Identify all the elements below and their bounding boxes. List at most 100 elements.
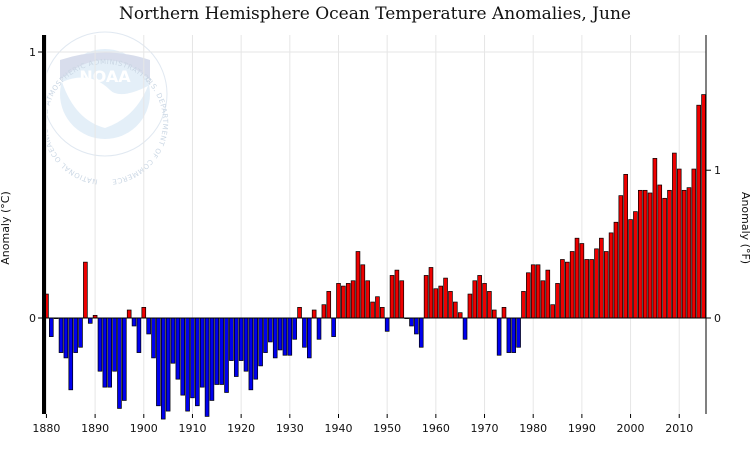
bar-1897 (126, 309, 132, 319)
bar-1909 (185, 317, 190, 412)
bar-1917 (224, 317, 229, 393)
bar-1951 (389, 275, 395, 319)
bar-1981 (535, 264, 541, 319)
bar-1970 (482, 283, 487, 319)
noaa-logo: NOAA NATIONAL OCEANIC AND ATMOSPHERIC AD… (41, 31, 169, 186)
bar-1931 (292, 317, 297, 340)
bar-1911 (195, 317, 200, 407)
x-tick-label-2000: 2000 (617, 422, 645, 435)
bar-1921 (243, 317, 249, 372)
bar-1916 (219, 317, 224, 385)
bar-1962 (443, 277, 448, 319)
bar-1984 (550, 304, 555, 319)
bar-1975 (506, 317, 512, 353)
bar-1885 (68, 317, 74, 391)
bar-1902 (151, 317, 156, 359)
bar-1933 (302, 317, 307, 348)
x-tick-label-1980: 1980 (519, 422, 547, 435)
bar-1978 (521, 291, 526, 319)
bar-1971 (487, 291, 492, 319)
y-tick-label-left-1: 1 (29, 46, 36, 59)
x-tick-label-1950: 1950 (373, 422, 401, 435)
bar-1963 (448, 291, 453, 319)
bar-1986 (560, 259, 565, 319)
x-tick-label-1960: 1960 (422, 422, 450, 435)
bar-1908 (180, 317, 186, 396)
y-tick-label-right-1: 1 (714, 164, 721, 177)
bar-1913 (204, 317, 210, 417)
bar-1985 (555, 283, 560, 319)
x-tick-label-1880: 1880 (32, 422, 60, 435)
bar-1943 (350, 280, 356, 319)
bar-1892 (102, 317, 108, 388)
bar-2008 (667, 189, 672, 319)
bar-1982 (540, 280, 546, 319)
bar-1925 (263, 317, 268, 353)
bar-2003 (642, 189, 648, 319)
bar-1900 (141, 307, 147, 319)
y-axis-title-left: Anomaly (°C) (0, 191, 12, 265)
bar-1929 (282, 317, 288, 356)
bar-1893 (107, 317, 112, 388)
bar-1936 (316, 317, 322, 340)
bar-2007 (662, 197, 667, 319)
bar-1967 (467, 293, 473, 319)
bar-1955 (409, 317, 414, 327)
bar-2010 (676, 168, 682, 319)
bar-1988 (569, 251, 575, 319)
bar-1947 (370, 301, 375, 319)
y-tick-label-left-0: 0 (29, 312, 36, 325)
bar-1965 (457, 312, 463, 319)
bar-1957 (418, 317, 424, 348)
bar-2005 (652, 158, 658, 319)
bar-2015 (701, 94, 706, 319)
bar-1993 (594, 248, 599, 319)
bar-1935 (311, 309, 317, 319)
x-tick-label-1890: 1890 (81, 422, 109, 435)
y-tick-label-right-0: 0 (714, 312, 721, 325)
bar-1948 (375, 296, 380, 319)
bar-1987 (564, 261, 570, 319)
bar-1903 (156, 317, 161, 407)
bar-1964 (453, 301, 458, 319)
bar-1990 (579, 243, 585, 319)
bar-1915 (214, 317, 220, 385)
bar-1974 (501, 307, 507, 319)
bar-1976 (511, 317, 517, 353)
noaa-logo-name: NOAA (79, 67, 131, 86)
bar-1930 (287, 317, 293, 356)
bar-1926 (268, 317, 273, 343)
bar-1959 (428, 267, 434, 319)
bar-1906 (170, 317, 176, 364)
bar-1996 (608, 232, 614, 319)
bar-1991 (584, 259, 590, 319)
bar-1949 (380, 307, 385, 319)
bar-1904 (160, 317, 166, 420)
bar-1992 (589, 259, 594, 319)
chart-title: Northern Hemisphere Ocean Temperature An… (119, 4, 631, 24)
x-tick-label-1940: 1940 (324, 422, 352, 435)
bar-1939 (331, 317, 336, 337)
bar-1983 (545, 269, 551, 319)
bar-1960 (433, 288, 439, 319)
bar-1898 (131, 317, 137, 327)
bar-1950 (384, 317, 390, 332)
bar-1891 (97, 317, 103, 372)
bar-1989 (574, 237, 580, 319)
bar-1980 (530, 264, 536, 319)
bar-1914 (209, 317, 215, 401)
bar-1937 (321, 304, 327, 319)
bar-2004 (647, 192, 653, 319)
bar-1924 (258, 317, 263, 367)
bar-1977 (516, 317, 521, 348)
bar-1928 (277, 317, 283, 351)
bar-1895 (117, 317, 122, 409)
bar-1968 (472, 280, 478, 319)
y-tick-labels-right: 01 (706, 164, 721, 325)
bar-1979 (526, 272, 531, 319)
bar-1944 (355, 251, 361, 319)
bar-1927 (272, 317, 278, 359)
bar-1912 (199, 317, 205, 388)
x-tick-label-1990: 1990 (568, 422, 596, 435)
